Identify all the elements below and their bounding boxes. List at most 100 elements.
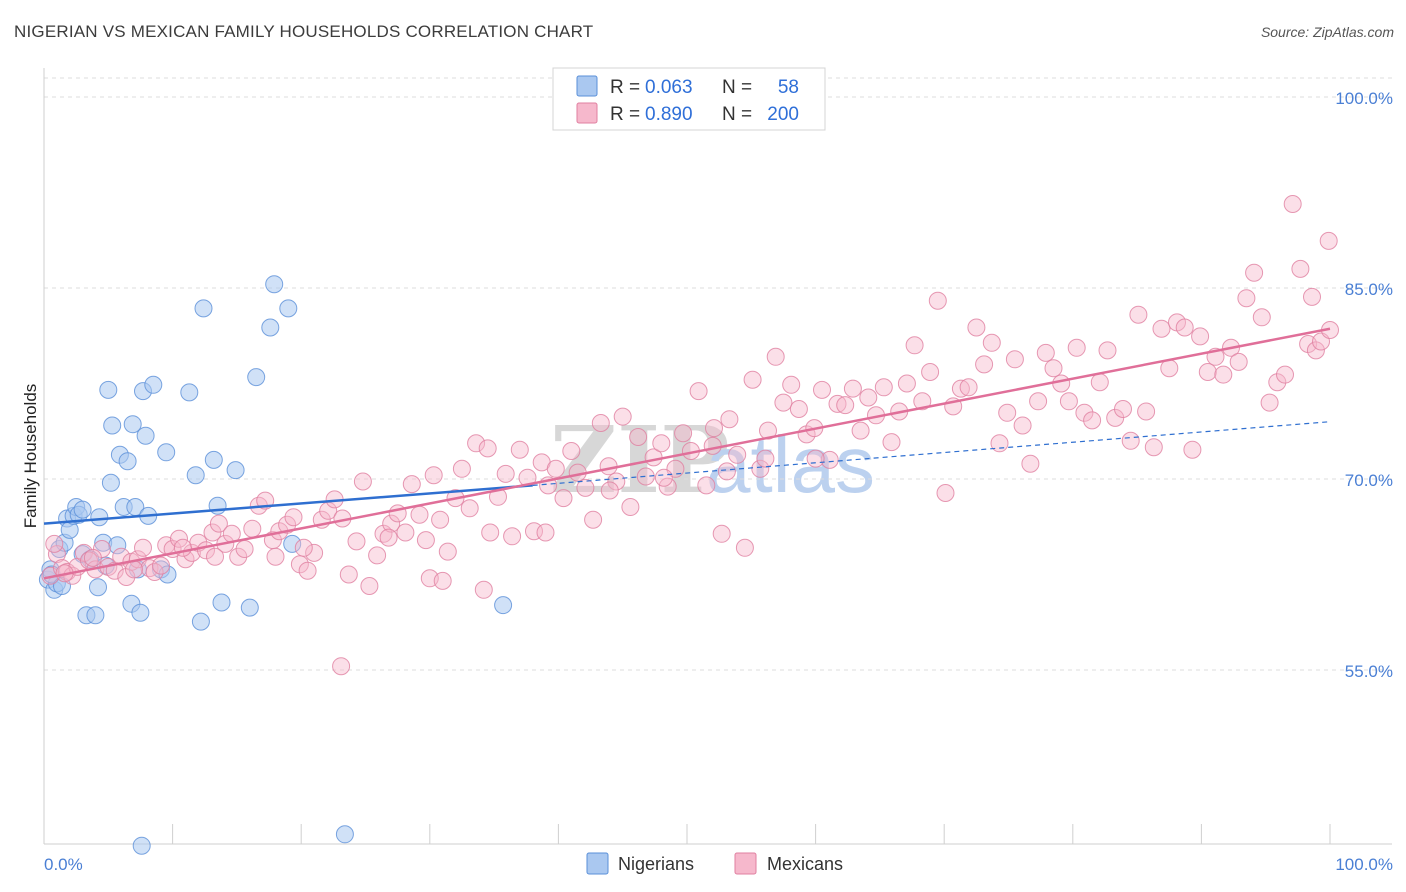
mexican-point[interactable] — [697, 476, 716, 495]
mexican-point[interactable] — [478, 439, 497, 458]
nigerian-point[interactable] — [99, 380, 118, 399]
mexican-point[interactable] — [496, 464, 515, 483]
mexican-point[interactable] — [936, 484, 955, 502]
mexican-point[interactable] — [607, 472, 626, 491]
nigerian-point[interactable] — [101, 473, 120, 492]
mexican-point[interactable] — [1075, 403, 1094, 422]
mexican-point[interactable] — [836, 396, 855, 415]
mexican-point[interactable] — [460, 499, 479, 518]
nigerian-point[interactable] — [73, 500, 92, 519]
mexican-point[interactable] — [621, 498, 640, 516]
mexican-point[interactable] — [874, 378, 893, 397]
mexican-point[interactable] — [703, 436, 722, 455]
legend-nigerians-swatch[interactable] — [586, 852, 609, 875]
mexican-point[interactable] — [347, 532, 366, 551]
mexican-point[interactable] — [152, 556, 170, 575]
mexican-point[interactable] — [525, 522, 543, 541]
mexican-point[interactable] — [1245, 263, 1264, 282]
mexican-point[interactable] — [813, 380, 831, 399]
mexican-point[interactable] — [820, 450, 839, 469]
nigerian-point[interactable] — [265, 275, 284, 294]
mexican-point[interactable] — [382, 514, 401, 533]
mexican-point[interactable] — [1090, 373, 1109, 392]
nigerian-point[interactable] — [494, 596, 513, 615]
mexican-point[interactable] — [332, 657, 351, 676]
mexican-point[interactable] — [599, 457, 618, 476]
mexican-point[interactable] — [402, 475, 421, 494]
mexican-point[interactable] — [1175, 318, 1194, 337]
mexican-point[interactable] — [897, 374, 916, 393]
mexican-point[interactable] — [1021, 454, 1040, 473]
mexican-point[interactable] — [45, 534, 64, 553]
mexican-point[interactable] — [1098, 341, 1117, 360]
mexican-point[interactable] — [1229, 352, 1248, 371]
mexican-point[interactable] — [1306, 341, 1325, 360]
mexican-point[interactable] — [209, 514, 228, 533]
nigerian-point[interactable] — [180, 383, 199, 402]
mexican-point[interactable] — [481, 523, 500, 542]
mexican-point[interactable] — [1137, 402, 1156, 421]
mexican-point[interactable] — [584, 510, 603, 529]
mexican-point[interactable] — [959, 378, 978, 397]
mexican-point[interactable] — [1319, 231, 1338, 250]
mexican-point[interactable] — [170, 529, 188, 548]
nigerian-point[interactable] — [108, 536, 127, 555]
mexican-point[interactable] — [1260, 393, 1279, 412]
nigerian-point[interactable] — [204, 450, 223, 469]
mexican-point[interactable] — [305, 543, 324, 562]
nigerian-point[interactable] — [89, 578, 107, 597]
mexican-point[interactable] — [921, 363, 940, 381]
mexican-point[interactable] — [712, 524, 731, 543]
nigerian-point[interactable] — [144, 375, 163, 394]
mexican-point[interactable] — [266, 547, 285, 566]
nigerian-point[interactable] — [194, 299, 213, 318]
mexican-point[interactable] — [503, 527, 522, 546]
nigerian-point[interactable] — [90, 508, 109, 527]
mexican-point[interactable] — [905, 336, 924, 355]
mexican-point[interactable] — [243, 519, 262, 538]
mexican-point[interactable] — [806, 449, 825, 468]
mexican-point[interactable] — [990, 434, 1009, 453]
mexican-point[interactable] — [689, 382, 708, 401]
nigerian-point[interactable] — [247, 368, 266, 387]
nigerian-point[interactable] — [86, 606, 105, 625]
mexican-point[interactable] — [759, 421, 777, 440]
nigerian-point[interactable] — [212, 593, 231, 612]
mexican-point[interactable] — [728, 445, 747, 464]
mexican-point[interactable] — [1268, 373, 1287, 392]
mexican-point[interactable] — [536, 523, 555, 542]
mexican-point[interactable] — [1059, 392, 1078, 411]
mexican-point[interactable] — [562, 442, 581, 460]
mexican-point[interactable] — [843, 379, 862, 398]
mexican-point[interactable] — [720, 410, 739, 429]
mexican-point[interactable] — [1129, 305, 1148, 324]
mexican-point[interactable] — [546, 459, 565, 478]
nigerian-point[interactable] — [186, 466, 205, 485]
mexican-point[interactable] — [1276, 365, 1294, 384]
mexican-point[interactable] — [851, 421, 870, 440]
mexican-point[interactable] — [431, 510, 450, 529]
mexican-point[interactable] — [717, 462, 736, 481]
mexican-point[interactable] — [433, 571, 452, 590]
nigerian-point[interactable] — [118, 452, 137, 471]
mexican-point[interactable] — [998, 403, 1017, 422]
mexican-point[interactable] — [629, 428, 648, 446]
nigerian-point[interactable] — [136, 426, 155, 445]
mexican-point[interactable] — [424, 466, 443, 485]
mexican-point[interactable] — [1183, 440, 1202, 459]
mexican-point[interactable] — [229, 547, 248, 566]
mexican-point[interactable] — [1005, 350, 1024, 369]
mexican-point[interactable] — [882, 433, 901, 452]
legend-mexicans-label[interactable]: Mexicans — [767, 854, 843, 874]
mexican-point[interactable] — [782, 375, 801, 394]
mexican-point[interactable] — [1303, 287, 1321, 306]
mexican-point[interactable] — [756, 449, 775, 468]
mexican-point[interactable] — [339, 565, 358, 584]
mexican-point[interactable] — [600, 481, 619, 500]
mexican-point[interactable] — [1283, 195, 1302, 213]
mexican-point[interactable] — [145, 563, 164, 581]
mexican-point[interactable] — [674, 424, 693, 443]
nigerian-point[interactable] — [132, 836, 151, 855]
mexican-point[interactable] — [410, 505, 429, 524]
mexican-point[interactable] — [652, 434, 671, 453]
